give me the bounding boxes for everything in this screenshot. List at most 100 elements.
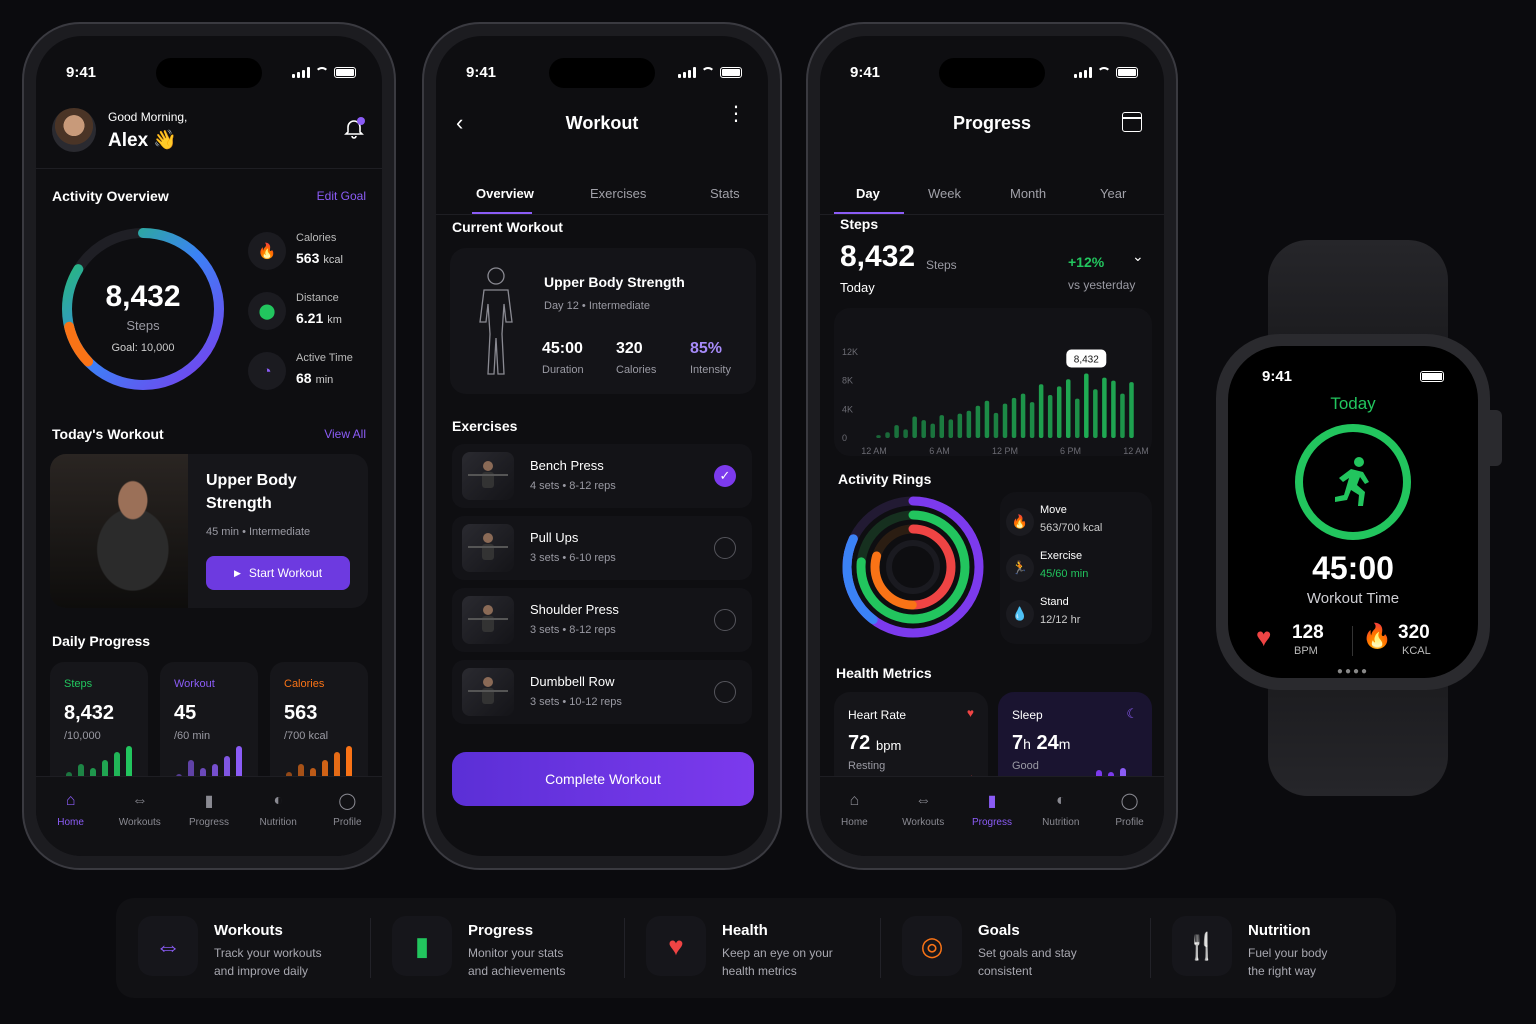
daily-label: Calories — [284, 678, 325, 690]
edit-goal-link[interactable]: Edit Goal — [316, 189, 366, 203]
steps-bar[interactable] — [894, 425, 899, 438]
tab-stats[interactable]: Stats — [710, 186, 740, 201]
ring-label: Stand — [1040, 596, 1069, 608]
start-workout-button[interactable]: ▶ Start Workout — [206, 556, 350, 590]
tab-underline — [472, 212, 532, 214]
calendar-icon[interactable] — [1122, 112, 1142, 132]
tab-workouts[interactable]: ⇔ Workouts — [110, 791, 170, 856]
ring-value: 45/60 min — [1040, 568, 1089, 580]
exercise-checkbox[interactable] — [714, 537, 736, 559]
back-chevron-icon[interactable]: ‹ — [456, 110, 464, 135]
exercise-name: Shoulder Press — [530, 602, 619, 617]
steps-bar[interactable] — [930, 423, 935, 438]
metric-label: Calories — [616, 364, 657, 376]
steps-bar[interactable] — [939, 415, 945, 438]
dumbbell-icon: ⇔ — [138, 916, 198, 976]
steps-bar[interactable] — [1020, 393, 1026, 438]
tab-profile[interactable]: ◯ Profile — [317, 791, 377, 856]
feature-divider — [624, 918, 625, 978]
view-all-link[interactable]: View All — [324, 427, 366, 441]
steps-bar[interactable] — [1075, 398, 1080, 438]
workout-name-line1: Upper Body — [206, 472, 297, 489]
tab-home[interactable]: ⌂ Home — [41, 791, 101, 856]
exercise-checkbox[interactable] — [714, 681, 736, 703]
bell-icon[interactable] — [342, 116, 366, 140]
steps-bar[interactable] — [1038, 384, 1044, 438]
change-value: +12% — [1068, 254, 1105, 270]
drop-icon: 💧 — [1006, 600, 1034, 628]
steps-bar[interactable] — [1011, 397, 1017, 438]
steps-bar[interactable] — [1029, 402, 1035, 438]
daily-bar — [188, 760, 194, 786]
steps-bar-chart: 12K 8K 4K 0 8,432 12 AM 6 AM 12 PM 6 PM 12 AM — [842, 347, 1149, 456]
daily-value: 563 — [284, 702, 318, 724]
tab-overview[interactable]: Overview — [476, 186, 534, 201]
watch-timer: 45:00 — [1312, 550, 1394, 586]
dumbbell-icon: ⇔ — [915, 792, 932, 809]
y-tick-label: 8K — [842, 376, 853, 386]
steps-bar[interactable] — [1111, 380, 1116, 438]
bar-chart-icon: ▮ — [987, 793, 997, 810]
exercise-row[interactable]: Dumbbell Row 3 sets • 10-12 reps — [452, 660, 752, 724]
steps-bar[interactable] — [975, 405, 981, 438]
tab-progress[interactable]: ▮ Progress — [962, 791, 1022, 856]
tab-nutrition[interactable]: ◐ Nutrition — [1031, 791, 1091, 856]
heart-rate-sub: Resting — [848, 760, 886, 772]
tab-nutrition[interactable]: ◐ Nutrition — [248, 791, 308, 856]
steps-bar[interactable] — [1084, 373, 1089, 439]
steps-bar[interactable] — [912, 416, 917, 439]
complete-workout-button[interactable]: Complete Workout — [452, 752, 754, 806]
tab-progress[interactable]: ▮ Progress — [179, 791, 239, 856]
steps-bar[interactable] — [966, 410, 972, 438]
exercise-row[interactable]: Bench Press 4 sets • 8-12 reps ✓ — [452, 444, 752, 508]
tab-workouts[interactable]: ⇔ Workouts — [893, 791, 953, 856]
steps-bar[interactable] — [903, 429, 908, 438]
runner-icon — [1335, 457, 1369, 506]
steps-bar[interactable] — [921, 420, 926, 438]
daily-bar — [126, 746, 132, 786]
tab-year[interactable]: Year — [1100, 186, 1127, 201]
battery-icon — [1116, 66, 1138, 78]
steps-bar[interactable] — [1129, 382, 1134, 438]
steps-bar[interactable] — [948, 419, 954, 438]
checkmark-icon[interactable]: ✓ — [714, 465, 736, 487]
steps-bar[interactable] — [1056, 386, 1062, 438]
steps-bar[interactable] — [1047, 395, 1053, 438]
tab-month[interactable]: Month — [1010, 186, 1047, 201]
daily-label: Workout — [174, 678, 215, 690]
exercise-checkbox[interactable] — [714, 609, 736, 631]
daily-bar — [224, 756, 230, 786]
watch-bpm-label: BPM — [1294, 645, 1318, 657]
home-icon: ⌂ — [65, 792, 76, 809]
avatar[interactable] — [52, 108, 96, 152]
exercise-thumbnail — [462, 668, 514, 716]
steps-bar[interactable] — [876, 435, 881, 438]
tab-home[interactable]: ⌂ Home — [824, 791, 884, 856]
exercise-row[interactable]: Pull Ups 3 sets • 6-10 reps — [452, 516, 752, 580]
steps-bar[interactable] — [984, 400, 990, 438]
steps-bar[interactable] — [885, 432, 890, 438]
x-tick-label: 12 AM — [861, 446, 887, 456]
steps-bar[interactable] — [1065, 379, 1071, 438]
steps-bar[interactable] — [1102, 377, 1107, 438]
daily-progress-title: Daily Progress — [52, 633, 151, 649]
daily-bar — [102, 760, 108, 786]
more-menu-icon[interactable]: ⋮ — [726, 103, 746, 125]
daily-bar — [322, 760, 328, 786]
flame-icon: 🔥 — [1006, 508, 1034, 536]
steps-bar[interactable] — [1002, 403, 1008, 438]
steps-bar[interactable] — [957, 413, 963, 438]
tab-week[interactable]: Week — [928, 186, 961, 201]
steps-bar[interactable] — [993, 412, 999, 438]
tab-exercises[interactable]: Exercises — [590, 186, 647, 201]
metric-label: Duration — [542, 364, 584, 376]
steps-bar[interactable] — [1093, 389, 1098, 438]
tab-profile[interactable]: ◯ Profile — [1100, 791, 1160, 856]
activity-overview-title: Activity Overview — [52, 188, 169, 204]
steps-bar[interactable] — [1120, 393, 1125, 438]
current-workout-card[interactable]: Upper Body Strength Day 12 • Intermediat… — [450, 248, 756, 394]
exercise-row[interactable]: Shoulder Press 3 sets • 8-12 reps — [452, 588, 752, 652]
todays-workout-card[interactable]: Upper Body Strength 45 min • Intermediat… — [50, 454, 368, 608]
chevron-down-icon[interactable]: ⌄ — [1132, 248, 1144, 264]
tab-day[interactable]: Day — [856, 186, 880, 201]
